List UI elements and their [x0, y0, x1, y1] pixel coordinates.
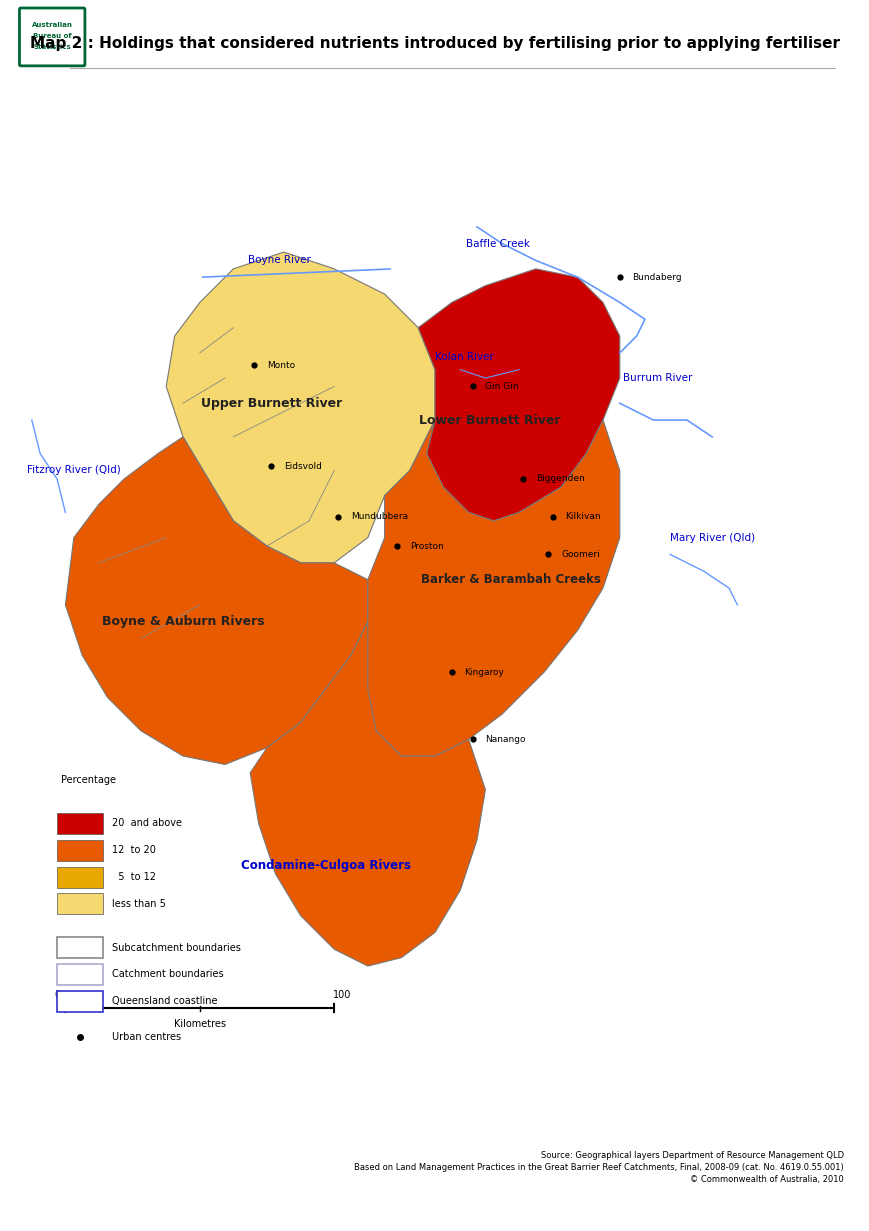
Text: Upper Burnett River: Upper Burnett River	[201, 396, 342, 410]
Text: Biggenden: Biggenden	[535, 474, 584, 484]
Text: Subcatchment boundaries: Subcatchment boundaries	[111, 943, 240, 953]
Text: Percentage: Percentage	[61, 776, 116, 785]
Text: Mary River (Qld): Mary River (Qld)	[669, 533, 754, 543]
Bar	[57, 840, 103, 860]
Text: 0: 0	[54, 990, 60, 1000]
FancyBboxPatch shape	[19, 9, 85, 66]
Text: 20  and above: 20 and above	[111, 819, 182, 828]
Text: Fitzroy River (Qld): Fitzroy River (Qld)	[27, 465, 121, 475]
Text: Kilkivan: Kilkivan	[565, 512, 600, 521]
Text: Baffle Creek: Baffle Creek	[466, 239, 529, 249]
Text: Mundubbera: Mundubbera	[350, 512, 408, 521]
Text: Burrum River: Burrum River	[622, 373, 692, 383]
Text: Statistics: Statistics	[33, 44, 71, 49]
Bar	[57, 867, 103, 888]
Text: 100: 100	[333, 990, 351, 1000]
Text: Catchment boundaries: Catchment boundaries	[111, 970, 223, 980]
Text: Kingaroy: Kingaroy	[464, 667, 504, 677]
Text: Eidsvold: Eidsvold	[283, 462, 322, 470]
Text: Barker & Barambah Creeks: Barker & Barambah Creeks	[421, 574, 600, 586]
Text: Source: Geographical layers Department of Resource Management QLD
Based on Land : Source: Geographical layers Department o…	[354, 1151, 843, 1183]
Text: Goomeri: Goomeri	[561, 550, 599, 559]
Text: Boyne & Auburn Rivers: Boyne & Auburn Rivers	[102, 616, 264, 628]
Text: Nanango: Nanango	[485, 735, 525, 744]
Text: Australian: Australian	[32, 22, 72, 27]
Text: Proston: Proston	[409, 542, 443, 550]
Bar	[57, 964, 103, 985]
Text: Kilometres: Kilometres	[174, 1018, 226, 1029]
Polygon shape	[368, 420, 619, 756]
Bar	[57, 894, 103, 915]
Bar	[57, 991, 103, 1012]
Text: Monto: Monto	[267, 361, 295, 371]
Polygon shape	[65, 437, 368, 764]
Polygon shape	[418, 268, 619, 521]
Text: Kolan River: Kolan River	[434, 352, 494, 362]
Text: Map 2 : Holdings that considered nutrients introduced by fertilising prior to ap: Map 2 : Holdings that considered nutrien…	[30, 36, 839, 50]
Text: Gin Gin: Gin Gin	[485, 382, 519, 391]
Text: Condamine-Culgoa Rivers: Condamine-Culgoa Rivers	[241, 859, 410, 872]
Text: Lower Burnett River: Lower Burnett River	[418, 414, 560, 427]
Bar	[57, 937, 103, 958]
Text: Boyne River: Boyne River	[248, 256, 311, 266]
Text: 5  to 12: 5 to 12	[111, 872, 156, 883]
Polygon shape	[166, 252, 434, 563]
Text: Bureau of: Bureau of	[33, 33, 71, 38]
Text: Queensland coastline: Queensland coastline	[111, 996, 217, 1006]
Text: less than 5: less than 5	[111, 899, 165, 908]
Text: 12  to 20: 12 to 20	[111, 846, 156, 856]
Bar	[57, 812, 103, 833]
Text: Bundaberg: Bundaberg	[632, 273, 681, 282]
Polygon shape	[250, 622, 485, 966]
Text: Urban centres: Urban centres	[111, 1032, 181, 1041]
